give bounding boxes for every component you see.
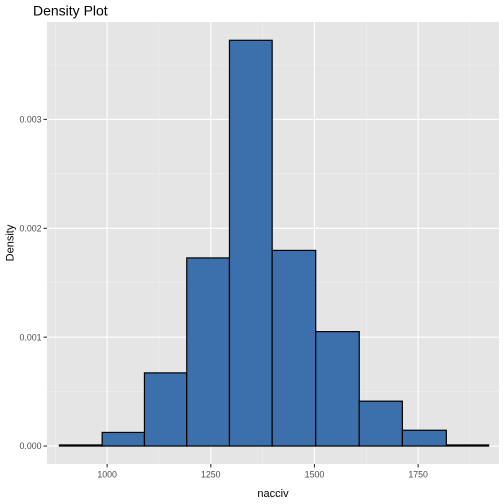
histogram-bars: [58, 39, 490, 447]
histogram-bar: [445, 444, 490, 447]
x-tick-label: 1250: [201, 470, 221, 480]
x-tick-label: 1500: [305, 470, 325, 480]
histogram-bar: [271, 249, 317, 447]
x-tick-label: 1750: [408, 470, 428, 480]
histogram-bar: [315, 331, 360, 447]
x-axis-title: nacciv: [257, 488, 289, 500]
histogram-bar: [186, 257, 231, 447]
histogram-bar: [58, 444, 103, 447]
histogram-bar: [101, 431, 146, 447]
y-tick-label: 0.001: [19, 332, 41, 342]
histogram-bar: [358, 400, 403, 447]
x-axis: 1000 1250 1500 1750: [97, 464, 428, 480]
x-tick-label: 1000: [97, 470, 117, 480]
y-axis: 0.000 0.001 0.002 0.003: [19, 115, 47, 451]
y-axis-title: Density: [5, 224, 17, 261]
histogram-bar: [401, 429, 447, 447]
chart-title: Density Plot: [33, 3, 108, 19]
histogram-bar: [228, 39, 273, 447]
y-tick-label: 0.000: [19, 441, 41, 451]
y-tick-label: 0.003: [19, 115, 41, 125]
y-tick-label: 0.002: [19, 224, 41, 234]
histogram-bar: [143, 372, 188, 447]
